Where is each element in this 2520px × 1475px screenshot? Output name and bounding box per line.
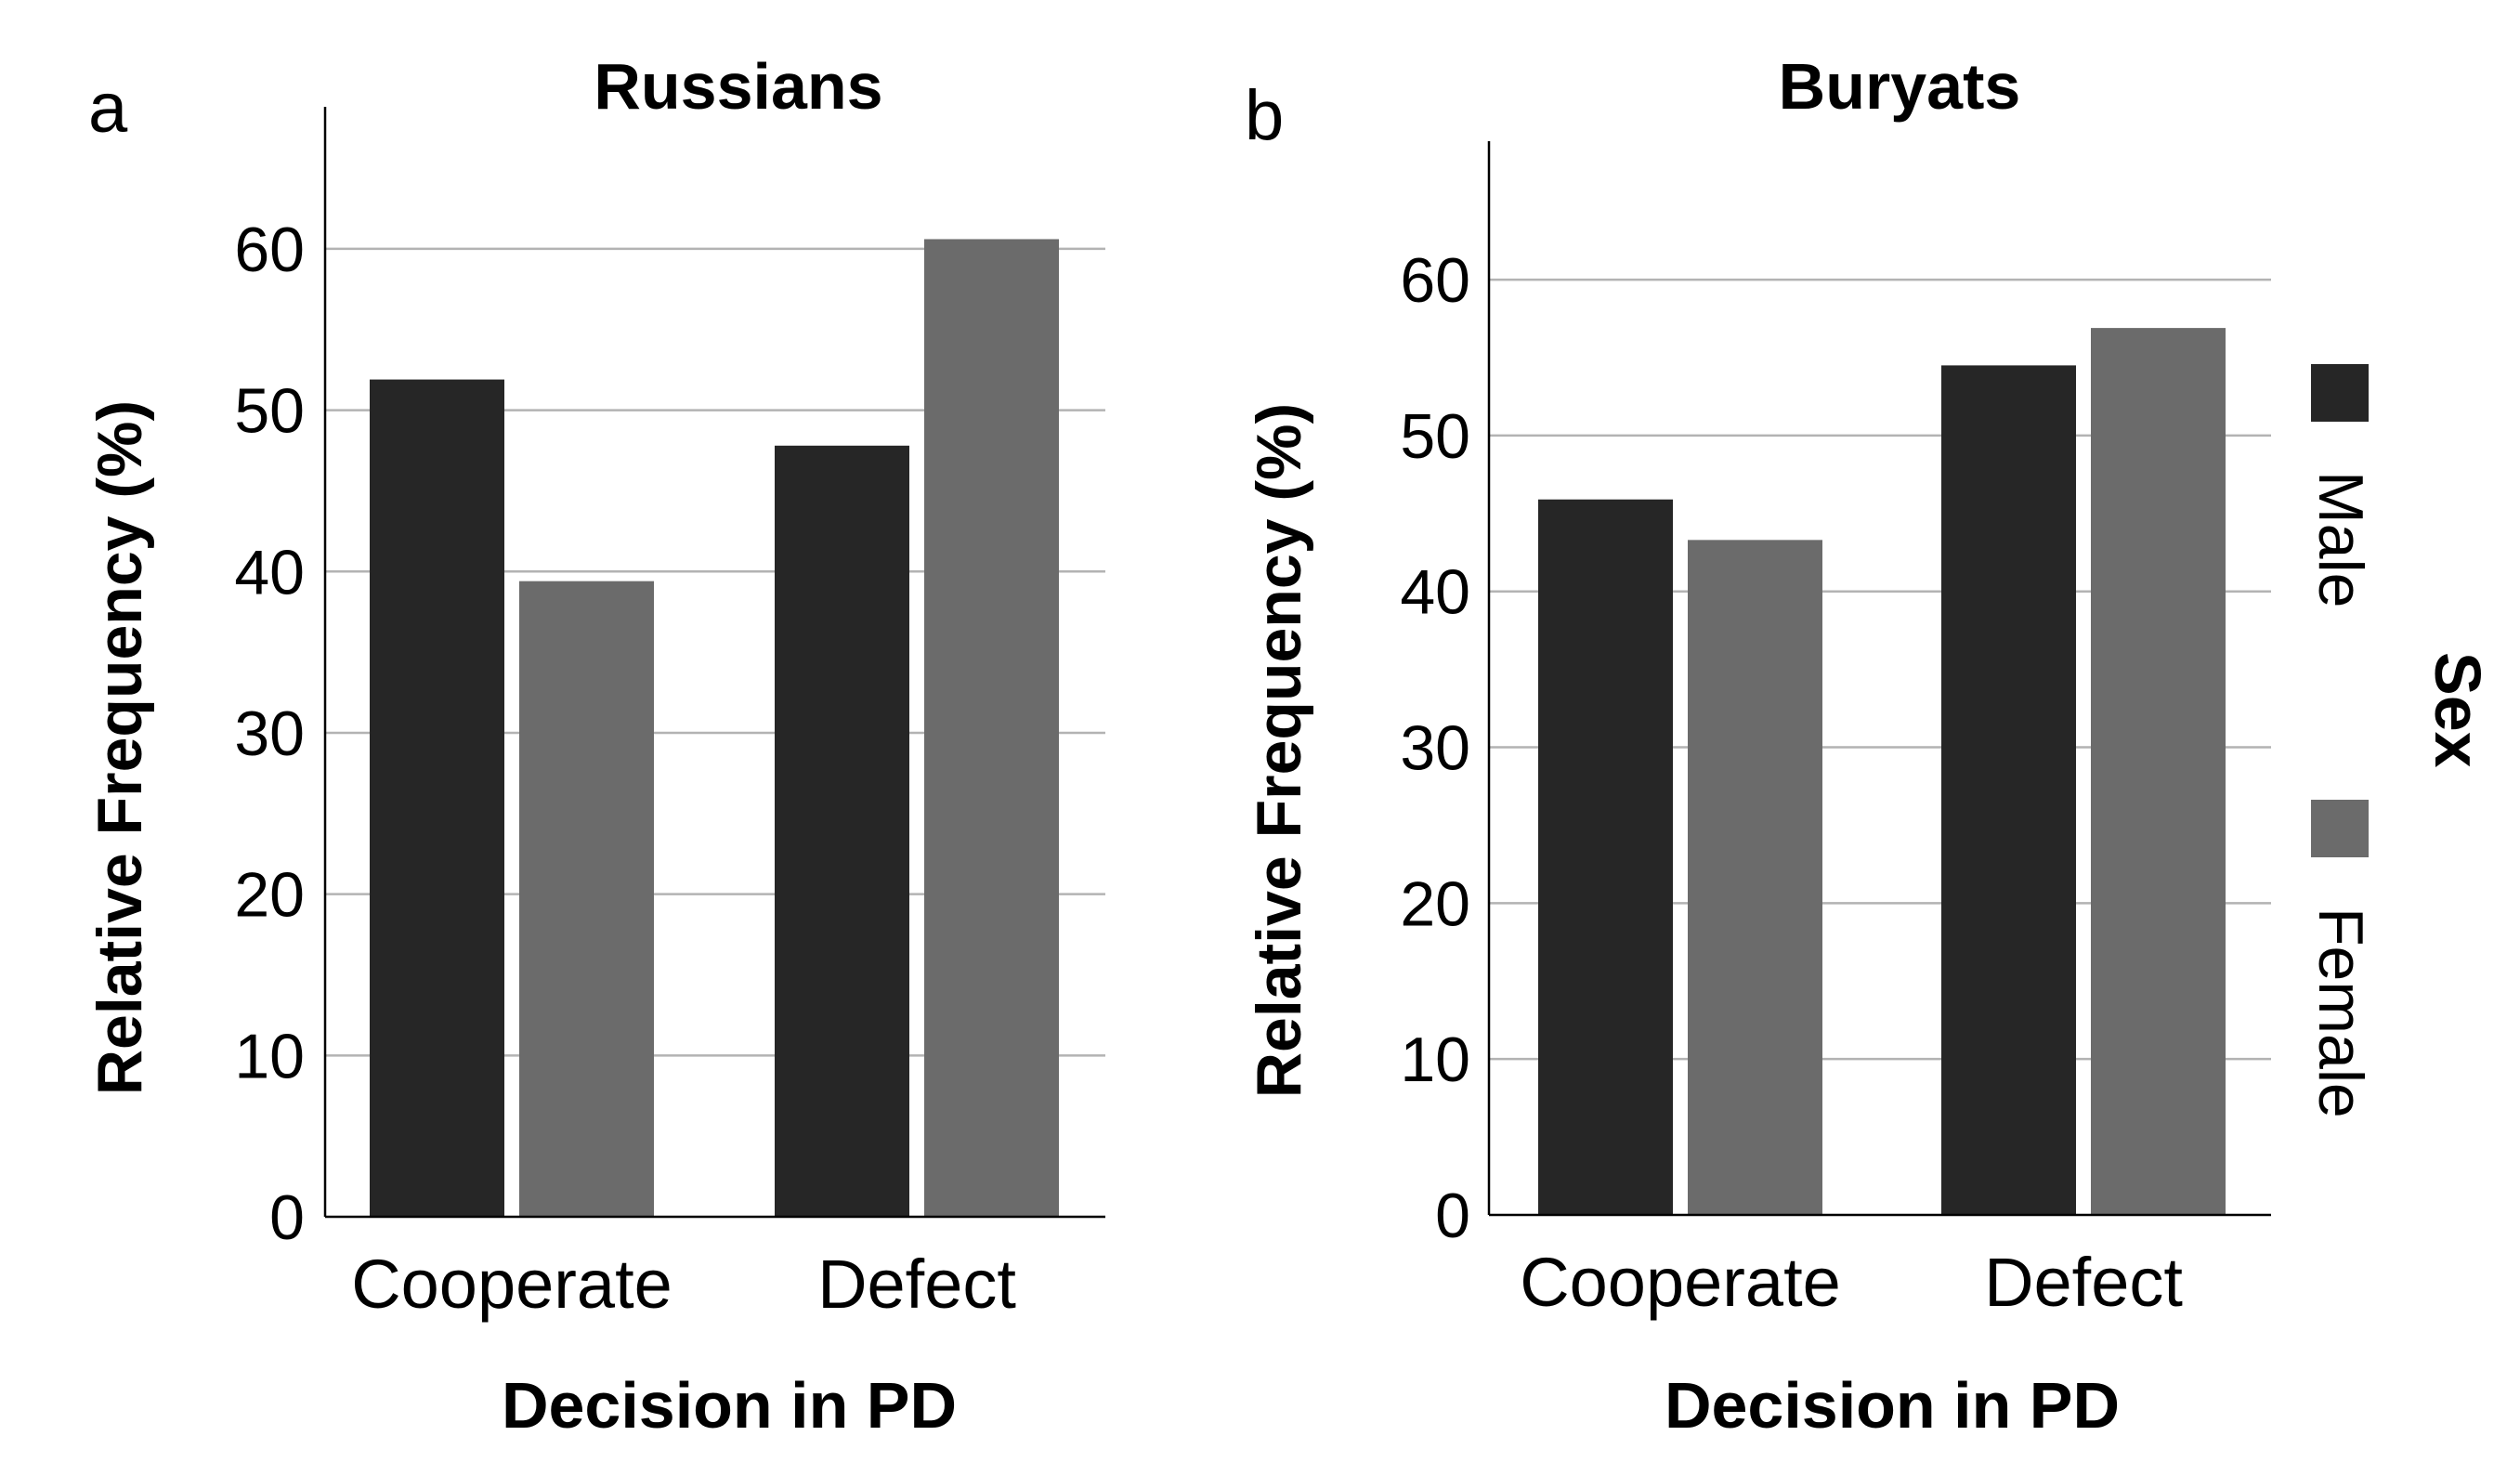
x-ticks-buryats: Cooperate Defect — [1520, 1244, 2183, 1321]
x-axis-label-russians: Decision in PD — [502, 1369, 957, 1442]
y-tick-label: 60 — [1400, 245, 1470, 316]
legend-swatch-male — [2311, 364, 2369, 422]
x-ticks-russians: Cooperate Defect — [351, 1246, 1016, 1323]
bar-buryats-defect-male — [1941, 365, 2076, 1216]
panel-label-b: b — [1245, 76, 1284, 155]
legend-title: Sex — [2422, 652, 2494, 768]
bar-russians-cooperate-male — [370, 379, 504, 1217]
axes-buryats — [1487, 141, 2271, 1217]
y-tick-label: 30 — [234, 698, 305, 769]
legend-label-male: Male — [2305, 471, 2376, 607]
bar-russians-cooperate-female — [519, 581, 654, 1217]
legend-label-female: Female — [2305, 907, 2376, 1118]
x-tick-label: Cooperate — [351, 1246, 672, 1323]
x-tick-label: Cooperate — [1520, 1244, 1841, 1321]
y-tick-label: 50 — [234, 376, 305, 447]
y-ticks-buryats: 0 10 20 30 40 50 60 — [1400, 245, 1470, 1251]
y-tick-label: 10 — [234, 1021, 305, 1091]
x-tick-label: Defect — [817, 1246, 1016, 1323]
bars-russians — [370, 239, 1059, 1218]
y-axis-label-buryats: Relative Frequency (%) — [1244, 403, 1314, 1098]
x-tick-label: Defect — [1984, 1244, 2183, 1321]
x-axis-label-buryats: Decision in PD — [1665, 1369, 2120, 1442]
y-ticks-russians: 0 10 20 30 40 50 60 — [234, 215, 305, 1253]
legend-swatch-female — [2311, 800, 2369, 857]
panel-label-a: a — [88, 69, 128, 148]
y-axis-label-russians: Relative Frequency (%) — [85, 400, 155, 1095]
panel-russians: a Russians Relative Frequency (%) Decisi… — [85, 50, 1105, 1442]
chart-title-buryats: Buryats — [1779, 50, 2021, 123]
bar-buryats-cooperate-female — [1688, 540, 1822, 1215]
bar-russians-defect-male — [775, 445, 909, 1218]
y-tick-label: 50 — [1400, 401, 1470, 472]
y-tick-label: 40 — [1400, 557, 1470, 628]
chart-title-russians: Russians — [594, 50, 882, 123]
panel-buryats: b Buryats Relative Frequency (%) Decisio… — [1244, 50, 2271, 1442]
legend: Male Female Sex — [2305, 364, 2494, 1118]
y-tick-label: 20 — [234, 860, 305, 931]
y-tick-label: 10 — [1400, 1025, 1470, 1095]
y-tick-label: 0 — [269, 1182, 305, 1253]
bars-buryats — [1538, 328, 2226, 1216]
bar-buryats-defect-female — [2091, 328, 2226, 1215]
y-tick-label: 60 — [234, 215, 305, 285]
bar-russians-defect-female — [924, 239, 1059, 1218]
y-tick-label: 40 — [234, 537, 305, 607]
bar-buryats-cooperate-male — [1538, 499, 1673, 1215]
y-tick-label: 0 — [1435, 1181, 1470, 1251]
y-tick-label: 30 — [1400, 713, 1470, 784]
axes-russians — [323, 107, 1105, 1219]
y-tick-label: 20 — [1400, 868, 1470, 939]
